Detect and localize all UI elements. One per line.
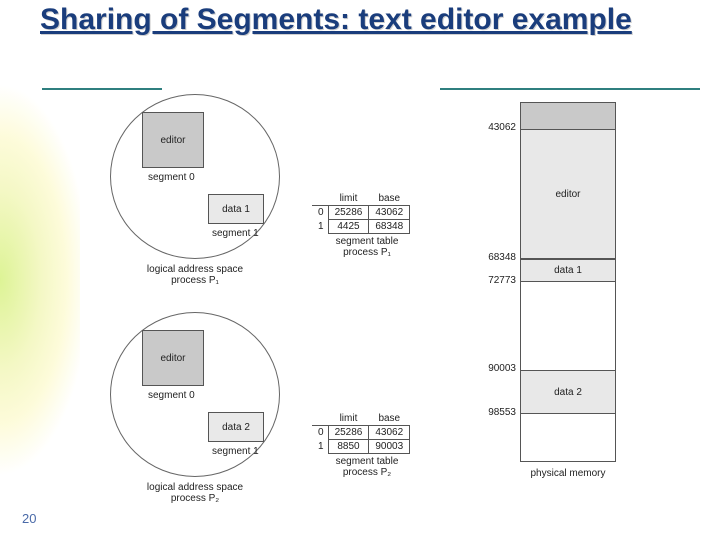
p2-caption: logical address space process P₂ [140, 482, 250, 504]
p1-r1-base: 68348 [369, 220, 410, 234]
p2-editor-label: editor [160, 353, 185, 364]
p1-r0-idx: 0 [312, 206, 328, 220]
p1-data-box: data 1 [208, 194, 264, 224]
p1-table-caption-l2: process P₁ [343, 247, 391, 258]
background-accent [0, 60, 80, 520]
p1-seg0-label: segment 0 [148, 172, 195, 183]
p1-r0-limit: 25286 [328, 206, 369, 220]
p1-caption-line2: process P₁ [171, 275, 219, 286]
table-row: 1 8850 90003 [312, 440, 410, 454]
p2-table-caption-l1: segment table [336, 456, 399, 467]
p2-seg0-label: segment 0 [148, 390, 195, 401]
p2-th-base: base [369, 412, 410, 426]
pm-address: 90003 [476, 363, 516, 374]
p2-r1-base: 90003 [369, 440, 410, 454]
diagram: editor segment 0 data 1 segment 1 logica… [100, 72, 700, 532]
p2-seg1-label: segment 1 [212, 446, 259, 457]
pm-region: data 2 [521, 370, 615, 414]
page-number: 20 [22, 511, 36, 526]
p1-seg1-label: segment 1 [212, 228, 259, 239]
table-row: 1 4425 68348 [312, 220, 410, 234]
p2-r0-idx: 0 [312, 426, 328, 440]
pm-region-label: data 1 [554, 265, 582, 276]
table-row: 0 25286 43062 [312, 426, 410, 440]
p2-data-label: data 2 [222, 422, 250, 433]
p1-caption-line1: logical address space [147, 264, 243, 275]
p2-table-caption: segment table process P₂ [322, 456, 412, 478]
p1-r1-idx: 1 [312, 220, 328, 234]
p1-r0-base: 43062 [369, 206, 410, 220]
p1-caption: logical address space process P₁ [140, 264, 250, 286]
p2-th-limit: limit [328, 412, 369, 426]
p2-r1-idx: 1 [312, 440, 328, 454]
pm-address: 68348 [476, 252, 516, 263]
p1-table-caption: segment table process P₁ [322, 236, 412, 258]
p2-table-caption-l2: process P₂ [343, 467, 391, 478]
p1-data-label: data 1 [222, 204, 250, 215]
p1-r1-limit: 4425 [328, 220, 369, 234]
p2-data-box: data 2 [208, 412, 264, 442]
p2-segment-table: limit base 0 25286 43062 1 8850 90003 [312, 412, 410, 454]
p1-th-base: base [369, 192, 410, 206]
pm-address: 72773 [476, 275, 516, 286]
p1-th-limit: limit [328, 192, 369, 206]
p2-caption-line1: logical address space [147, 482, 243, 493]
physical-memory-label: physical memory [512, 468, 624, 479]
p1-editor-label: editor [160, 135, 185, 146]
physical-memory: editor data 1 data 2 [520, 102, 616, 462]
p1-segment-table: limit base 0 25286 43062 1 4425 68348 [312, 192, 410, 234]
p1-editor-box: editor [142, 112, 204, 168]
pm-region: editor [521, 129, 615, 259]
p1-table-caption-l1: segment table [336, 236, 399, 247]
p2-caption-line2: process P₂ [171, 493, 219, 504]
pm-address: 43062 [476, 122, 516, 133]
pm-region-label: editor [555, 189, 580, 200]
table-row: 0 25286 43062 [312, 206, 410, 220]
p2-r1-limit: 8850 [328, 440, 369, 454]
p2-editor-box: editor [142, 330, 204, 386]
p2-r0-base: 43062 [369, 426, 410, 440]
pm-address: 98553 [476, 407, 516, 418]
pm-region-label: data 2 [554, 387, 582, 398]
pm-region: data 1 [521, 259, 615, 282]
p2-r0-limit: 25286 [328, 426, 369, 440]
slide-title: Sharing of Segments: text editor example [40, 4, 632, 36]
